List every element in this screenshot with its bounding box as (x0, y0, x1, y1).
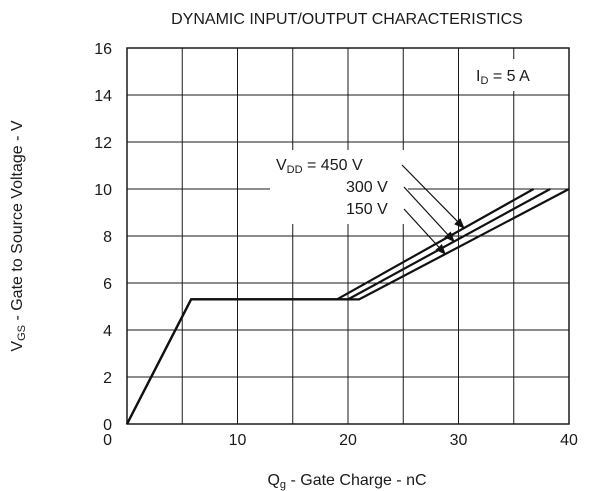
legend-label-300v: 300 V (346, 179, 388, 196)
y-tick-label: 12 (94, 135, 112, 152)
series-line-150v (126, 188, 570, 425)
x-axis-label: Qg - Gate Charge - nC (267, 472, 426, 491)
y-tick-label: 8 (103, 229, 112, 246)
plot-frame (126, 47, 570, 425)
x-tick-label: 20 (339, 432, 357, 449)
x-tick-label: 40 (560, 432, 578, 449)
series-legend: VDD = 450 V 300 V 150 V (270, 150, 408, 224)
y-tick-label: 16 (94, 41, 112, 58)
condition-text: ID = 5 A (476, 68, 530, 87)
leader-arrow (403, 208, 446, 255)
y-tick-label: 10 (94, 182, 112, 199)
legend-label-150v: 150 V (346, 201, 388, 218)
legend-label-450v: VDD = 450 V (276, 157, 363, 176)
condition-rest: = 5 A (488, 68, 530, 85)
y-axis-label: VGS - Gate to Source Voltage - V (9, 120, 28, 351)
y-tick-label: 2 (103, 370, 112, 387)
y-tick-label: 0 (103, 417, 112, 434)
y-tick-label: 14 (94, 88, 112, 105)
leader-arrow (403, 186, 455, 243)
legend-prefix-main: V (276, 157, 287, 174)
y-tick-label: 4 (103, 323, 112, 340)
y-axis-label-sub: GS (16, 325, 28, 341)
x-axis-label-rest: - Gate Charge - nC (286, 472, 427, 489)
x-axis-label-main: Q (267, 472, 279, 489)
tick-labels: 0 2 4 6 8 10 12 14 16 0 10 20 30 40 (94, 41, 578, 449)
x-tick-label: 10 (229, 432, 247, 449)
chart-title: DYNAMIC INPUT/OUTPUT CHARACTERISTICS (171, 11, 523, 28)
x-axis-label-sub: g (280, 479, 286, 491)
y-axis-label-main: V (9, 341, 26, 352)
x-tick-label: 30 (450, 432, 468, 449)
y-axis-label-rest: - Gate to Source Voltage - V (9, 120, 26, 325)
leader-arrow (401, 164, 465, 229)
legend-prefix-rest: = (303, 157, 321, 174)
grid (127, 48, 569, 424)
legend-leader-arrows (401, 164, 465, 255)
y-tick-label: 6 (103, 276, 112, 293)
x-origin-tick-label: 0 (103, 432, 112, 449)
series-lines (126, 188, 570, 425)
legend-series-450v: 450 V (321, 157, 363, 174)
condition-annotation: ID = 5 A (464, 59, 561, 91)
series-line-300v (126, 188, 551, 425)
legend-prefix-sub: DD (287, 164, 303, 176)
condition-sub: D (480, 75, 488, 87)
condition-main: I (476, 68, 480, 85)
